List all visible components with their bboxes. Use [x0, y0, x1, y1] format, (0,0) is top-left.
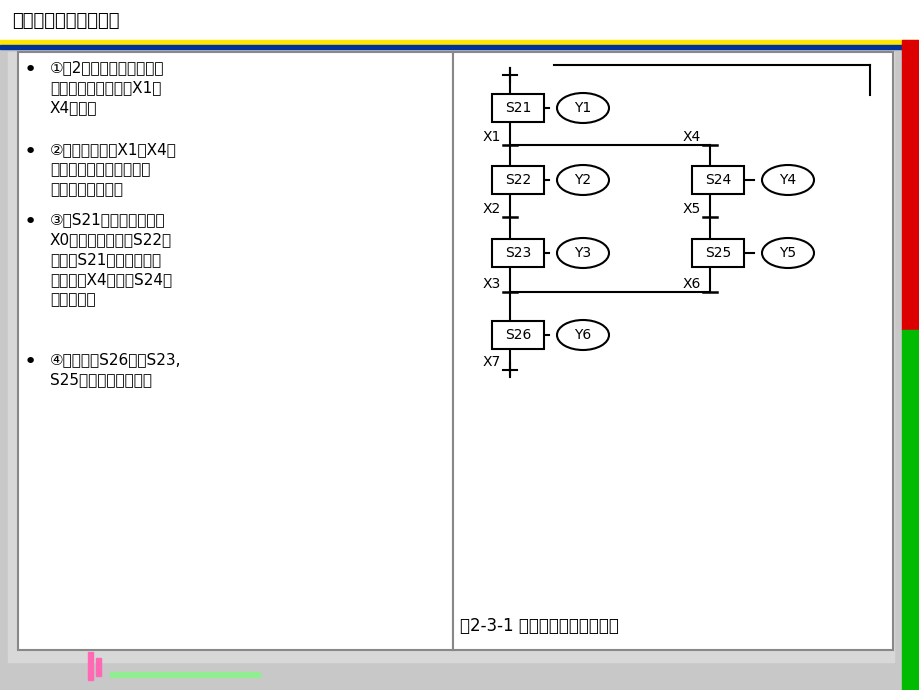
Text: 就执行哪条分支。: 就执行哪条分支。: [50, 182, 123, 197]
Text: 图2-3-1 选择性分支状态转移图: 图2-3-1 选择性分支状态转移图: [460, 617, 618, 635]
Bar: [88, 652, 93, 680]
Ellipse shape: [761, 165, 813, 195]
Text: X6: X6: [682, 277, 700, 291]
Text: ①从2个流程中选择执行哪: ①从2个流程中选择执行哪: [50, 60, 165, 75]
Text: 即使以后X4接通，S24也: 即使以后X4接通，S24也: [50, 272, 172, 287]
Bar: [8, 52, 893, 662]
Text: Y3: Y3: [573, 246, 591, 260]
Text: ④汇合状态S26可由S23,: ④汇合状态S26可由S23,: [50, 352, 181, 367]
Ellipse shape: [556, 320, 608, 350]
Text: X0接通，程序就向S22转: X0接通，程序就向S22转: [50, 232, 172, 247]
Text: S25: S25: [704, 246, 731, 260]
Bar: [492, 166, 543, 194]
Text: Y2: Y2: [573, 173, 591, 187]
Text: X4: X4: [682, 130, 700, 144]
Text: •: •: [24, 352, 37, 372]
Bar: [691, 166, 743, 194]
Bar: [901, 40, 919, 330]
Ellipse shape: [761, 238, 813, 268]
Text: •: •: [24, 60, 37, 80]
Text: 一个流程由转移条件X1、: 一个流程由转移条件X1、: [50, 80, 161, 95]
Text: Y6: Y6: [573, 328, 591, 342]
Text: 可编程控制器应用技术: 可编程控制器应用技术: [12, 12, 119, 30]
Bar: [492, 321, 543, 349]
Bar: [96, 658, 101, 676]
Bar: [901, 330, 919, 690]
Text: 不会动作。: 不会动作。: [50, 292, 96, 307]
Text: Y4: Y4: [778, 173, 796, 187]
Text: 能同时接通，哪个接通，: 能同时接通，哪个接通，: [50, 162, 150, 177]
Bar: [492, 239, 543, 267]
Bar: [110, 672, 260, 677]
Text: 移，则S21复位。因此，: 移，则S21复位。因此，: [50, 252, 161, 267]
Text: X1: X1: [482, 130, 501, 144]
Bar: [452, 52, 892, 650]
Ellipse shape: [556, 165, 608, 195]
Bar: [0, 40, 919, 45]
Text: S22: S22: [505, 173, 530, 187]
Text: ②分支转移条件X1、X4不: ②分支转移条件X1、X4不: [50, 142, 176, 157]
Text: X3: X3: [482, 277, 501, 291]
Text: S26: S26: [505, 328, 530, 342]
Text: S24: S24: [704, 173, 731, 187]
Text: X5: X5: [682, 202, 700, 216]
Bar: [0, 45, 919, 49]
Ellipse shape: [556, 93, 608, 123]
Text: S25中任意一个驱动。: S25中任意一个驱动。: [50, 372, 152, 387]
Text: •: •: [24, 212, 37, 232]
Text: X7: X7: [482, 355, 501, 369]
Text: Y5: Y5: [778, 246, 796, 260]
Ellipse shape: [556, 238, 608, 268]
Text: S23: S23: [505, 246, 530, 260]
Bar: [18, 52, 452, 650]
Text: S21: S21: [505, 101, 530, 115]
Bar: [492, 94, 543, 122]
Bar: [691, 239, 743, 267]
Text: X4决定。: X4决定。: [50, 100, 97, 115]
Text: Y1: Y1: [573, 101, 591, 115]
Text: ③当S21已动作时，一旦: ③当S21已动作时，一旦: [50, 212, 165, 227]
Text: •: •: [24, 142, 37, 162]
Bar: [0, 0, 919, 40]
Text: X2: X2: [482, 202, 501, 216]
